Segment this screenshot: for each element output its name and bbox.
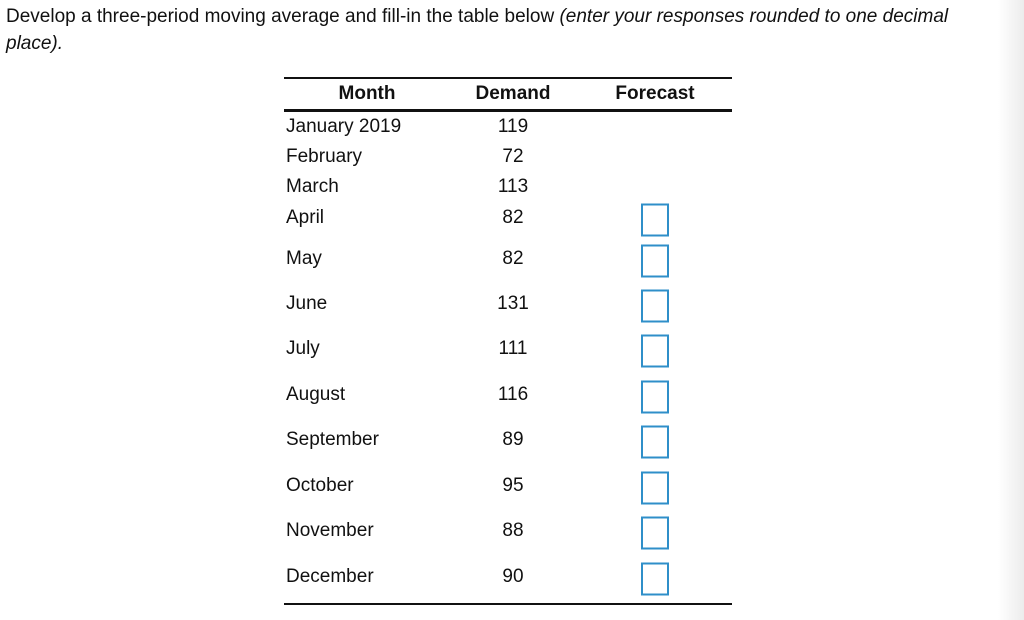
scroll-edge	[998, 0, 1024, 620]
month-cell: April	[286, 207, 325, 228]
demand-cell: 119	[497, 116, 529, 137]
month-cell: December	[286, 566, 374, 587]
month-cell: November	[286, 520, 374, 541]
forecast-input[interactable]	[641, 244, 669, 278]
top-rule	[284, 77, 732, 79]
demand-cell: 131	[497, 293, 529, 314]
instruction-text: Develop a three-period moving average an…	[6, 6, 555, 27]
demand-cell: 116	[497, 384, 529, 405]
header-rule	[284, 109, 732, 112]
month-cell: February	[286, 146, 363, 167]
month-cell: October	[286, 475, 354, 496]
demand-cell: 89	[502, 429, 524, 450]
demand-cell: 72	[502, 146, 524, 167]
demand-cell: 82	[502, 207, 524, 228]
bottom-rule	[284, 603, 732, 605]
month-cell: September	[286, 429, 379, 450]
forecast-input[interactable]	[641, 471, 669, 505]
forecast-input[interactable]	[641, 562, 669, 596]
month-cell: March	[286, 176, 339, 197]
instruction-note: (enter your responses rounded to one dec…	[6, 6, 949, 54]
demand-cell: 82	[502, 248, 524, 269]
demand-cell: 90	[502, 566, 524, 587]
forecast-input[interactable]	[641, 289, 669, 323]
column-header: Forecast	[615, 83, 695, 104]
forecast-input[interactable]	[641, 203, 669, 237]
month-cell: July	[286, 338, 320, 359]
month-cell: May	[286, 248, 322, 269]
month-cell: August	[286, 384, 346, 405]
column-header: Demand	[475, 83, 551, 104]
month-cell: June	[286, 293, 328, 314]
demand-cell: 111	[498, 338, 528, 359]
forecast-input[interactable]	[641, 516, 669, 550]
column-header: Month	[338, 83, 396, 104]
demand-cell: 88	[502, 520, 524, 541]
demand-cell: 113	[497, 176, 529, 197]
forecast-input[interactable]	[641, 334, 669, 368]
forecast-input[interactable]	[641, 380, 669, 414]
forecast-input[interactable]	[641, 425, 669, 459]
instruction: Develop a three-period moving average an…	[6, 3, 986, 57]
month-cell: January 2019	[286, 116, 402, 137]
demand-cell: 95	[502, 475, 524, 496]
